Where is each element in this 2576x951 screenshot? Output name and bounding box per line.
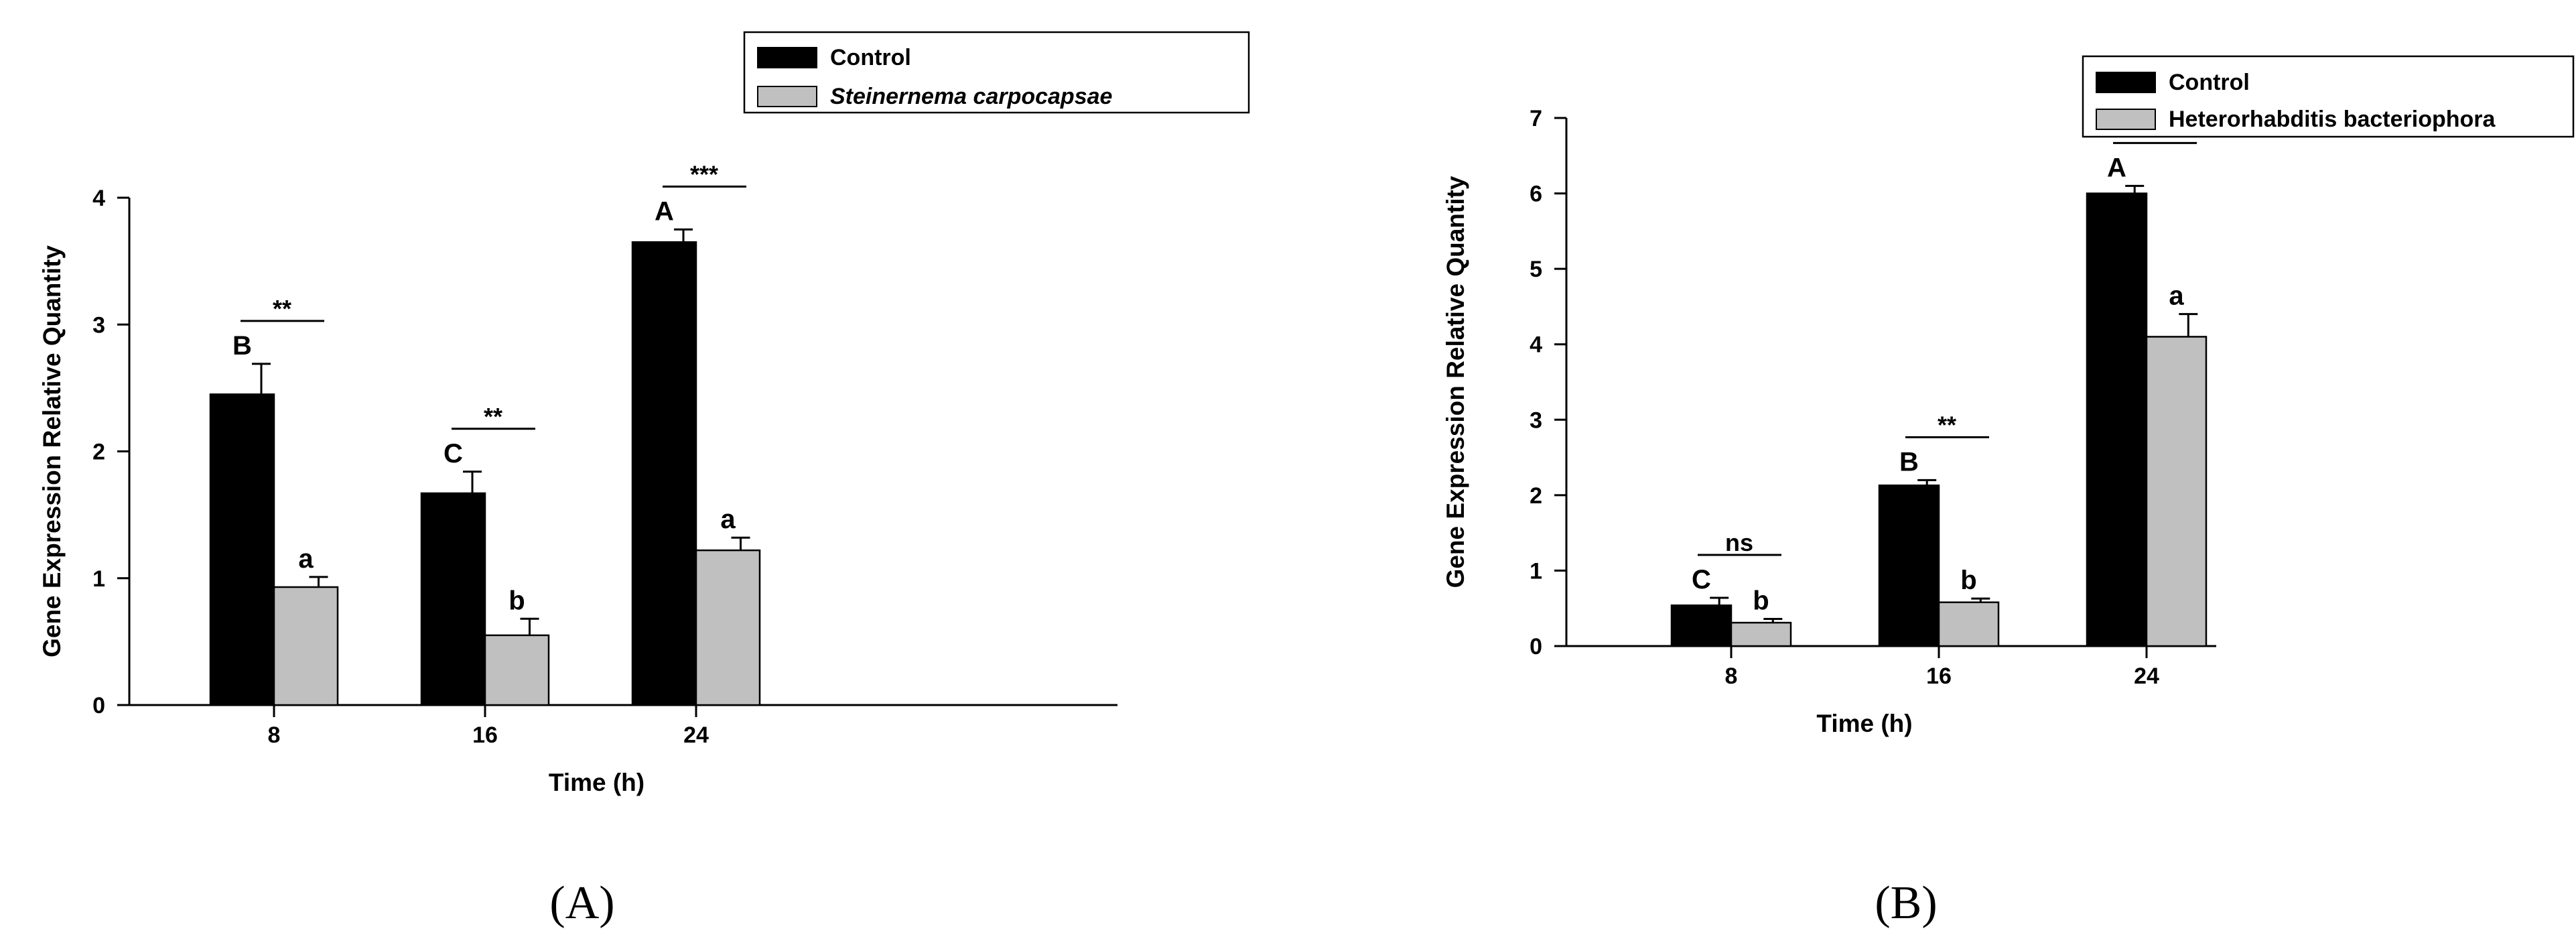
group-letter-label: A xyxy=(655,196,674,226)
group-letter-label: C xyxy=(444,439,463,468)
legend: Control Steinernema carpocapsae xyxy=(743,31,1250,114)
significance-label: *** xyxy=(690,160,718,188)
x-axis-title: Time (h) xyxy=(1816,710,1912,737)
x-tick-label: 8 xyxy=(1725,663,1738,689)
bar-treatment-24 xyxy=(2145,336,2208,647)
group-letter-label: b xyxy=(1753,586,1769,615)
legend-entry-label: Steinernema carpocapsae xyxy=(830,84,1112,109)
group-letter-label: a xyxy=(298,544,314,574)
y-tick-label: 0 xyxy=(1530,634,1542,659)
legend-entry-label: Heterorhabditis bacteriophora xyxy=(2169,107,2496,132)
significance-label: ** xyxy=(484,403,502,430)
group-letter-label: B xyxy=(232,331,252,361)
legend-entry-label: Control xyxy=(830,45,911,70)
group-letter-label: a xyxy=(720,505,736,534)
panel-label: (A) xyxy=(549,877,614,929)
y-tick-label: 7 xyxy=(1530,106,1542,131)
group-letter-label: b xyxy=(1960,566,1976,595)
group-letter-label: B xyxy=(1899,447,1919,477)
x-tick-label: 24 xyxy=(683,722,709,748)
y-tick-label: 4 xyxy=(1530,332,1542,358)
x-tick-label: 24 xyxy=(2134,663,2159,689)
chart-panel-a: 0 1 2 3 4 Gene Expression Relative Quantity 8 B… xyxy=(38,31,1250,929)
bar-treatment-16 xyxy=(484,634,550,706)
bar-control-8 xyxy=(1670,604,1733,647)
y-tick-label: 5 xyxy=(1530,257,1542,282)
bar-control-8 xyxy=(209,393,275,706)
legend-swatch-treatment xyxy=(757,86,817,107)
y-axis-title: Gene Expression Relative Quantity xyxy=(38,245,66,657)
legend-swatch-control xyxy=(757,47,817,68)
significance-label: ** xyxy=(1938,411,1956,438)
significance-label: ** xyxy=(273,295,291,322)
group-letter-label: C xyxy=(1692,565,1711,594)
legend-swatch-treatment xyxy=(2096,109,2156,130)
bar-treatment-8 xyxy=(1730,621,1792,647)
group-letter-label: b xyxy=(509,586,525,615)
y-tick-label: 1 xyxy=(92,566,105,592)
x-axis-title: Time (h) xyxy=(549,769,645,796)
bar-control-16 xyxy=(1878,484,1940,647)
legend-swatch-control xyxy=(2096,72,2156,93)
y-tick-label: 2 xyxy=(92,440,105,465)
panel-label: (B) xyxy=(1875,877,1937,929)
legend-box xyxy=(2082,55,2575,138)
y-tick-label: 1 xyxy=(1530,558,1542,584)
bar-control-16 xyxy=(420,492,486,706)
bar-control-24 xyxy=(2086,192,2148,647)
bar-control-24 xyxy=(631,241,697,706)
legend-box xyxy=(743,31,1250,114)
group-letter-label: A xyxy=(2107,153,2126,182)
y-tick-label: 3 xyxy=(1530,407,1542,433)
x-tick-label: 16 xyxy=(472,722,498,748)
y-tick-label: 3 xyxy=(92,312,105,338)
y-tick-label: 2 xyxy=(1530,483,1542,509)
chart-panel-b: 0 1 2 3 4 5 6 7 Gene Expression Relative Quantit… xyxy=(1442,55,2575,929)
legend: Control Heterorhabditis bacteriophora xyxy=(2082,55,2575,138)
significance-label: ns xyxy=(1725,529,1753,556)
group-letter-label: a xyxy=(2169,281,2184,311)
legend-entry-label: Control xyxy=(2169,70,2250,95)
bar-treatment-24 xyxy=(695,549,761,706)
y-tick-label: 6 xyxy=(1530,182,1542,207)
bar-treatment-16 xyxy=(1938,601,2000,647)
x-tick-label: 16 xyxy=(1926,663,1952,689)
y-axis-title: Gene Expression Relative Quantity xyxy=(1442,176,1469,588)
bar-treatment-8 xyxy=(273,586,339,706)
x-tick-label: 8 xyxy=(268,722,281,748)
y-tick-label: 0 xyxy=(92,693,105,718)
y-tick-label: 4 xyxy=(92,186,105,211)
